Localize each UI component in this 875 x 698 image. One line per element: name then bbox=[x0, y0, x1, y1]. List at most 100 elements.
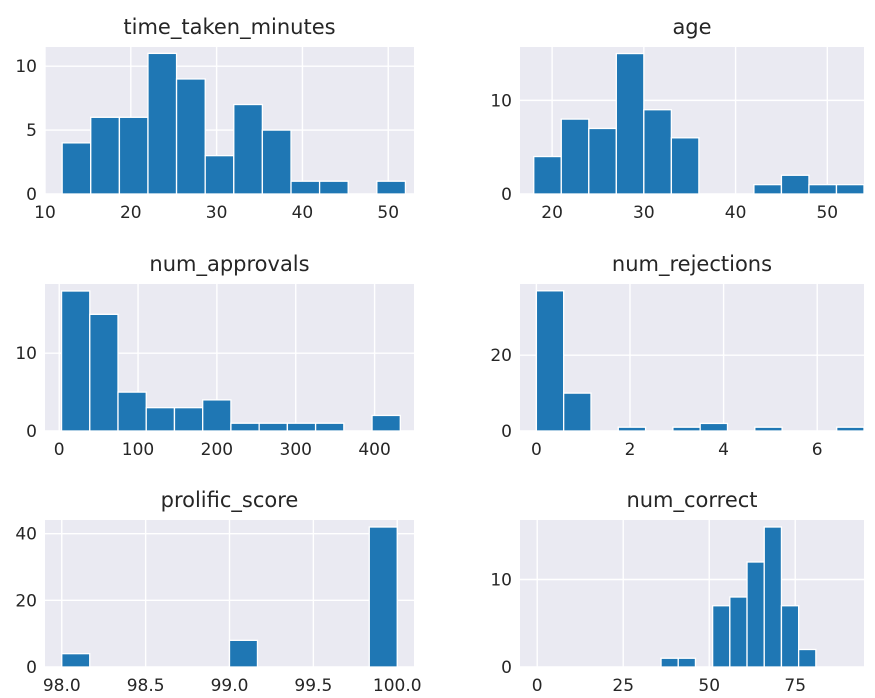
x-tick-label: 400 bbox=[358, 440, 390, 460]
histogram-bar bbox=[258, 422, 289, 432]
x-tick-label: 6 bbox=[812, 440, 823, 460]
y-tick-label: 10 bbox=[15, 57, 37, 77]
histogram-bar bbox=[118, 116, 149, 195]
histogram-bar bbox=[89, 313, 119, 432]
histogram-bar bbox=[228, 639, 259, 668]
histogram-bar bbox=[314, 422, 345, 432]
x-tick-label: 40 bbox=[292, 203, 314, 223]
histogram-bar bbox=[753, 183, 783, 195]
histogram-bar bbox=[836, 426, 865, 432]
histogram-bar bbox=[117, 391, 147, 432]
x-tick-label: 300 bbox=[280, 440, 312, 460]
x-tick-label: 50 bbox=[816, 203, 838, 223]
histogram-bar bbox=[290, 180, 321, 195]
histogram-bar bbox=[535, 290, 565, 432]
histogram-bar bbox=[90, 116, 121, 195]
x-tick-label: 99.0 bbox=[211, 676, 249, 696]
y-tick-label: 0 bbox=[501, 185, 512, 205]
y-tick-label: 0 bbox=[26, 422, 37, 442]
histogram-bar bbox=[729, 596, 748, 668]
histogram-bar bbox=[780, 174, 810, 195]
histogram-bar bbox=[61, 653, 91, 668]
histogram-bar bbox=[61, 142, 92, 195]
y-tick-label: 10 bbox=[490, 571, 512, 591]
panel-num_correct: num_correct 0 25 50 75 0 10 bbox=[490, 488, 864, 696]
histogram-bar bbox=[376, 180, 407, 195]
histogram-bar bbox=[60, 290, 91, 432]
histogram-bar bbox=[780, 605, 800, 668]
x-tick-label: 200 bbox=[201, 440, 233, 460]
histogram-bar bbox=[588, 127, 617, 195]
histogram-bar bbox=[643, 109, 673, 195]
histogram-bar bbox=[371, 414, 401, 432]
histogram-bar bbox=[318, 180, 349, 195]
panel-title: time_taken_minutes bbox=[123, 15, 335, 40]
x-tick-label: 98.0 bbox=[43, 676, 81, 696]
panel-title: num_approvals bbox=[149, 252, 309, 277]
histogram-bar bbox=[233, 103, 264, 195]
histogram-bar bbox=[835, 183, 865, 195]
histogram-bar bbox=[754, 426, 783, 432]
y-tick-label: 20 bbox=[490, 346, 512, 366]
x-tick-label: 4 bbox=[718, 440, 729, 460]
histogram-bar bbox=[617, 426, 647, 432]
histogram-bar bbox=[202, 399, 232, 432]
x-tick-label: 20 bbox=[541, 203, 563, 223]
x-tick-label: 30 bbox=[633, 203, 655, 223]
x-tick-label: 0 bbox=[531, 440, 542, 460]
histogram-bar bbox=[746, 561, 765, 668]
y-tick-label: 0 bbox=[501, 422, 512, 442]
x-tick-label: 100.0 bbox=[373, 676, 422, 696]
x-tick-label: 98.5 bbox=[127, 676, 165, 696]
panel-num_rejections: num_rejections 0 2 4 6 0 20 bbox=[490, 252, 865, 460]
histogram-bar bbox=[145, 407, 176, 432]
y-tick-label: 20 bbox=[15, 591, 37, 611]
x-tick-label: 0 bbox=[54, 440, 65, 460]
panel-title: num_correct bbox=[626, 488, 757, 513]
panel-title: age bbox=[672, 15, 711, 39]
histogram-bar bbox=[615, 52, 645, 195]
histogram-bar bbox=[711, 605, 731, 668]
x-tick-label: 50 bbox=[377, 203, 399, 223]
y-tick-label: 0 bbox=[501, 658, 512, 678]
histogram-bar bbox=[204, 155, 235, 195]
histogram-bar bbox=[660, 657, 679, 668]
histogram-bar bbox=[533, 155, 562, 195]
panel-title: prolific_score bbox=[161, 488, 299, 513]
x-tick-label: 75 bbox=[784, 676, 806, 696]
histogram-bar bbox=[797, 648, 817, 668]
histogram-bar bbox=[175, 78, 206, 195]
histogram-bar bbox=[230, 422, 260, 432]
x-tick-label: 30 bbox=[206, 203, 228, 223]
x-tick-label: 2 bbox=[625, 440, 636, 460]
x-tick-label: 0 bbox=[532, 676, 543, 696]
y-tick-label: 5 bbox=[26, 121, 37, 141]
histogram-bar bbox=[261, 129, 292, 195]
histogram-bar bbox=[173, 407, 204, 432]
histogram-bar bbox=[808, 183, 838, 195]
y-tick-label: 0 bbox=[26, 185, 37, 205]
panel-num_approvals: num_approvals 0 100 200 300 400 0 10 bbox=[15, 252, 414, 460]
histogram-bar bbox=[563, 392, 592, 432]
x-tick-label: 20 bbox=[120, 203, 142, 223]
histogram-bar bbox=[763, 526, 783, 668]
y-tick-label: 10 bbox=[15, 344, 37, 364]
panel-title: num_rejections bbox=[612, 252, 772, 277]
y-tick-label: 40 bbox=[15, 525, 37, 545]
x-tick-label: 99.5 bbox=[294, 676, 332, 696]
x-tick-label: 100 bbox=[122, 440, 154, 460]
y-tick-label: 10 bbox=[490, 91, 512, 111]
panel-time_taken_minutes: time_taken_minutes 10 20 30 40 50 0 5 10 bbox=[15, 15, 414, 223]
histogram-bar bbox=[147, 52, 178, 195]
x-tick-label: 40 bbox=[725, 203, 747, 223]
histogram-bar bbox=[560, 118, 590, 195]
x-tick-label: 25 bbox=[612, 676, 634, 696]
histogram-bar bbox=[368, 526, 398, 668]
panel-age: age 20 30 40 50 0 10 bbox=[490, 15, 865, 223]
panel-prolific_score: prolific_score 98.0 98.5 99.0 99.5 100.0 0 20 40 bbox=[15, 488, 421, 696]
y-tick-label: 0 bbox=[26, 658, 37, 678]
histogram-bar bbox=[670, 137, 700, 195]
histogram-bar bbox=[286, 422, 317, 432]
histogram-bar bbox=[677, 657, 697, 668]
